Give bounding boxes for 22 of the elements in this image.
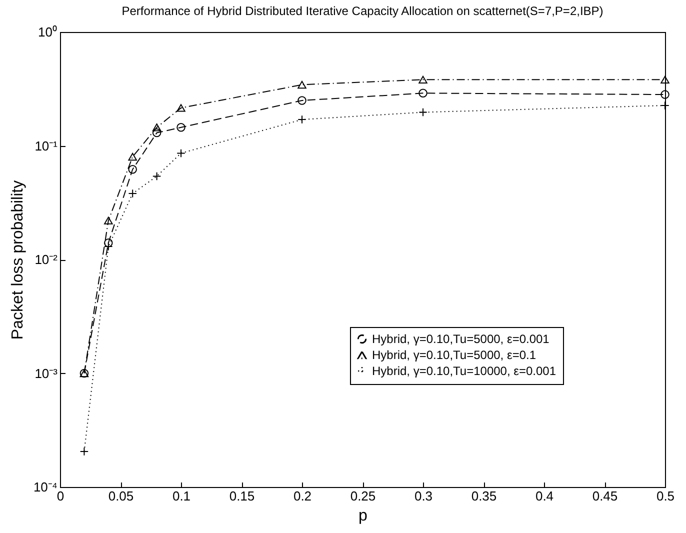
x-tick-label: 0.5 [656,488,675,504]
x-axis-title: p [358,508,368,524]
legend-label: Hybrid, γ=0.10,Tu=10000, ε=0.001 [372,364,556,378]
y-tick-label: 10⁻² [34,252,58,267]
y-tick-label: 10⁻³ [34,366,58,381]
x-tick-label: 0.1 [172,488,191,504]
chart-title: Performance of Hybrid Distributed Iterative Capacity Allocation on scatternet(S=7,P=2,IBP) [122,4,604,18]
y-tick-label: 10⁻¹ [34,138,58,154]
x-tick-label: 0.35 [471,488,497,504]
x-tick-label: 0.3 [414,488,433,504]
x-tick-label: 0.05 [108,488,134,504]
x-tick-label: 0 [56,488,64,504]
x-tick-label: 0.45 [592,488,618,504]
y-axis-title: Packet loss probability [9,180,26,340]
legend-label: Hybrid, γ=0.10,Tu=5000, ε=0.1 [372,348,536,362]
x-tick-label: 0.4 [535,488,554,504]
y-tick-label: 10⁻⁴ [33,480,58,494]
y-tick-label: 10⁰ [38,24,58,40]
x-tick-label: 0.2 [293,488,312,504]
x-tick-label: 0.25 [350,488,376,504]
x-tick-label: 0.15 [229,488,255,504]
legend-label: Hybrid, γ=0.10,Tu=5000, ε=0.001 [372,332,550,346]
